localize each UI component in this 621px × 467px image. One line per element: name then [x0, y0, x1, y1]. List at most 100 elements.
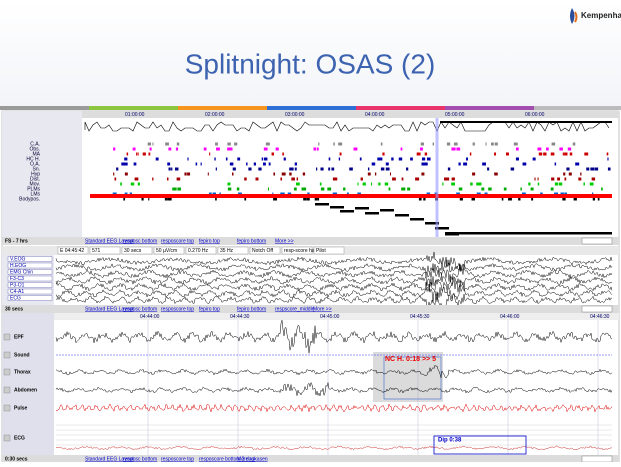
label-btn[interactable]: [3, 404, 11, 412]
nav-btn[interactable]: [581, 237, 613, 245]
layout-tab[interactable]: resposcore top: [161, 456, 194, 462]
event-mark: [456, 147, 461, 151]
event-mark: [451, 177, 455, 181]
event-mark: [319, 182, 322, 186]
event-mark: [134, 177, 139, 181]
event-mark: [445, 177, 450, 181]
event-mark: [557, 177, 561, 181]
event-mark: [339, 152, 342, 156]
annotation-box: [433, 435, 527, 455]
layout-tab[interactable]: resposcore top: [161, 306, 194, 312]
event-mark: [236, 187, 240, 191]
layout-tab[interactable]: respscore_middle: [275, 306, 315, 312]
label-box: [7, 269, 53, 275]
color-bar: [445, 106, 534, 110]
position-seg: [395, 214, 409, 217]
label-box: [7, 256, 53, 262]
event-mark: [335, 177, 338, 181]
control[interactable]: [57, 246, 89, 255]
event-mark: [113, 172, 115, 176]
layout-tab[interactable]: resposc bottom: [123, 238, 157, 244]
selection: [373, 352, 443, 402]
control[interactable]: [121, 246, 153, 255]
event-mark: [261, 157, 264, 161]
event-mark: [215, 142, 218, 146]
layout-tab[interactable]: fepiro top: [199, 306, 220, 312]
waveform: [55, 364, 613, 379]
layout-tab[interactable]: resposc bottom: [123, 456, 157, 462]
event-mark: [537, 182, 540, 186]
layout-tab[interactable]: Standard EEG Layout: [85, 456, 134, 462]
time-strip: [54, 313, 619, 320]
control-text: 0.270 Hz: [188, 248, 209, 254]
nav-btn[interactable]: [581, 305, 613, 313]
label-box: [7, 282, 53, 288]
nav-btn[interactable]: [581, 455, 613, 463]
event-mark: [338, 157, 341, 161]
label-btn[interactable]: [3, 351, 11, 359]
hypnogram: [84, 121, 610, 132]
layout-tab[interactable]: resposcore bottom 2 dagkasen: [199, 456, 268, 462]
event-mark: [426, 157, 431, 161]
event-mark: [137, 182, 140, 186]
layout-tab[interactable]: resposc bottom: [123, 306, 157, 312]
event-mark: [367, 172, 371, 176]
waveform: [55, 262, 613, 286]
event-mark: [367, 167, 370, 171]
label-btn[interactable]: [3, 434, 11, 442]
event-mark: [532, 157, 536, 161]
logo-icon: [574, 11, 578, 23]
event-mark: [313, 147, 316, 151]
channel-label: Abdomen: [14, 387, 37, 393]
event-mark: [327, 187, 331, 191]
event-mark: [559, 147, 563, 151]
layout-tab[interactable]: More >>: [313, 306, 332, 312]
layout-tab[interactable]: fepiro top: [199, 238, 220, 244]
event-mark: [302, 187, 307, 191]
time-label: 04:45:00: [320, 314, 340, 320]
event-mark: [551, 177, 555, 181]
event-mark: [280, 177, 283, 181]
annotation: NC H. 0:18 >> 5: [385, 356, 436, 363]
control[interactable]: [89, 246, 121, 255]
layout-tab[interactable]: fepiro bottom: [237, 306, 266, 312]
control[interactable]: [153, 246, 185, 255]
event-mark: [229, 162, 233, 166]
control-text: Notch Off: [252, 248, 274, 254]
channel-label: P3-O1: [10, 282, 25, 288]
event-mark: [564, 177, 567, 181]
channel-label: Dist.: [30, 176, 40, 182]
layout-tab[interactable]: More >>: [275, 238, 294, 244]
event-mark: [123, 197, 126, 201]
channel-label: EMG Chin: [10, 269, 33, 275]
event-mark: [314, 197, 318, 201]
layout-tab[interactable]: fepiro bottom: [237, 238, 266, 244]
control[interactable]: [185, 246, 217, 255]
toolbar: [2, 455, 619, 463]
control[interactable]: [281, 246, 313, 255]
label-btn[interactable]: [3, 333, 11, 341]
event-mark: [377, 157, 381, 161]
event-mark: [469, 152, 472, 156]
event-mark: [601, 187, 603, 191]
layout-tab[interactable]: Standard EEG Layout: [85, 238, 134, 244]
layout-tab[interactable]: Standard EEG Layout: [85, 306, 134, 312]
event-mark: [120, 182, 122, 186]
event-mark: [203, 147, 207, 151]
layout-tab[interactable]: resposcore top: [161, 238, 194, 244]
event-mark: [268, 162, 271, 166]
control[interactable]: [249, 246, 281, 255]
control[interactable]: [313, 246, 345, 255]
event-mark: [421, 157, 426, 161]
event-mark: [554, 162, 557, 166]
event-mark: [126, 152, 129, 156]
position-seg: [410, 218, 424, 221]
label-btn[interactable]: [3, 386, 11, 394]
logo-text: Kempenhaeghe: [581, 11, 621, 20]
control[interactable]: [217, 246, 249, 255]
event-mark: [265, 142, 270, 146]
layout-tab[interactable]: More >>: [237, 456, 256, 462]
label-column: [2, 313, 54, 455]
header-bg: [0, 0, 621, 108]
label-btn[interactable]: [3, 368, 11, 376]
